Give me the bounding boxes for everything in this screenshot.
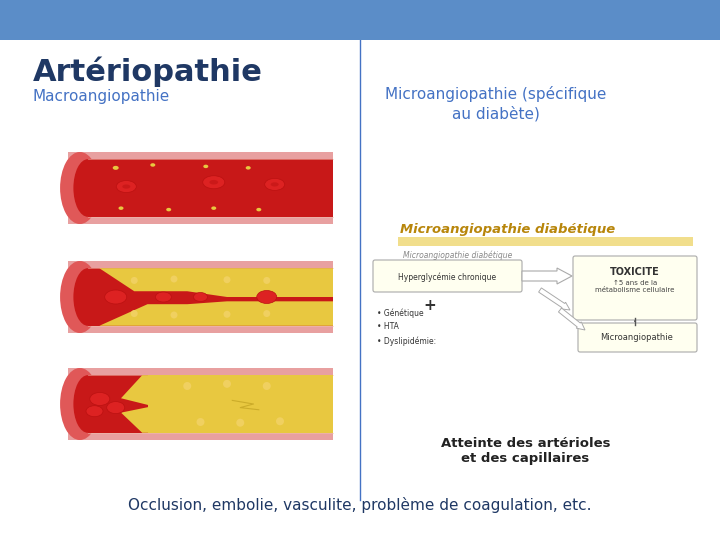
Text: Atteinte des artérioles
et des capillaires: Atteinte des artérioles et des capillair… — [441, 437, 611, 465]
FancyArrow shape — [522, 268, 572, 284]
FancyBboxPatch shape — [573, 256, 697, 320]
Circle shape — [263, 382, 271, 390]
Text: Microangiopathie (spécifique
au diabète): Microangiopathie (spécifique au diabète) — [385, 86, 606, 122]
FancyBboxPatch shape — [373, 260, 522, 292]
Circle shape — [184, 382, 192, 390]
FancyArrow shape — [559, 308, 585, 330]
Bar — [68, 368, 333, 440]
Ellipse shape — [156, 292, 171, 302]
Text: Artériopathie: Artériopathie — [32, 57, 262, 87]
Circle shape — [171, 275, 178, 282]
Ellipse shape — [194, 293, 207, 301]
Ellipse shape — [90, 393, 110, 406]
Circle shape — [171, 312, 178, 319]
Text: TOXICITE: TOXICITE — [610, 267, 660, 277]
Ellipse shape — [119, 206, 124, 210]
Text: Microangiopathie diabétique: Microangiopathie diabétique — [400, 224, 616, 237]
Circle shape — [197, 418, 204, 426]
FancyBboxPatch shape — [578, 323, 697, 352]
Ellipse shape — [210, 180, 218, 185]
Text: • HTA: • HTA — [377, 322, 399, 331]
Circle shape — [236, 418, 244, 427]
Bar — [68, 152, 333, 224]
Text: Microangiopathie diabétique: Microangiopathie diabétique — [403, 250, 513, 260]
Text: Macroangiopathie: Macroangiopathie — [32, 89, 170, 104]
Circle shape — [223, 276, 230, 283]
Text: Occlusion, embolie, vasculite, problème de coagulation, etc.: Occlusion, embolie, vasculite, problème … — [128, 497, 592, 513]
Ellipse shape — [257, 291, 276, 303]
Polygon shape — [88, 268, 333, 297]
Ellipse shape — [86, 406, 103, 417]
Ellipse shape — [246, 166, 251, 170]
Ellipse shape — [60, 261, 99, 333]
Ellipse shape — [203, 165, 208, 168]
Ellipse shape — [104, 290, 127, 304]
Text: Hyperglycémie chronique: Hyperglycémie chronique — [398, 272, 496, 282]
Ellipse shape — [117, 180, 136, 193]
FancyArrow shape — [539, 288, 570, 310]
Polygon shape — [88, 301, 333, 326]
Text: • Génétique: • Génétique — [377, 308, 423, 318]
Ellipse shape — [122, 185, 130, 188]
Ellipse shape — [107, 402, 125, 414]
Text: Microangiopathie: Microangiopathie — [600, 334, 673, 342]
Bar — [88, 375, 333, 433]
Ellipse shape — [203, 176, 225, 189]
Circle shape — [223, 311, 230, 318]
Circle shape — [264, 310, 270, 317]
Ellipse shape — [271, 183, 279, 186]
Ellipse shape — [73, 268, 102, 326]
Bar — [88, 159, 333, 217]
Polygon shape — [121, 375, 333, 433]
Ellipse shape — [256, 208, 261, 211]
Circle shape — [131, 310, 138, 317]
Bar — [398, 237, 693, 246]
Bar — [88, 268, 333, 326]
Bar — [68, 261, 333, 333]
Ellipse shape — [211, 206, 216, 210]
Ellipse shape — [73, 159, 102, 217]
Ellipse shape — [73, 375, 102, 433]
Ellipse shape — [60, 152, 99, 224]
Circle shape — [223, 380, 231, 388]
Bar — [148, 375, 333, 433]
Text: +: + — [423, 298, 436, 313]
Ellipse shape — [150, 163, 156, 167]
Ellipse shape — [166, 208, 171, 211]
Circle shape — [264, 277, 270, 284]
Circle shape — [131, 277, 138, 284]
Ellipse shape — [113, 166, 119, 170]
Ellipse shape — [60, 368, 99, 440]
Circle shape — [276, 417, 284, 426]
Text: • Dyslipidémie:: • Dyslipidémie: — [377, 336, 436, 346]
Ellipse shape — [265, 178, 284, 191]
Bar — [0, 0, 720, 40]
Text: ↑5 ans de la
métabolisme cellulaire: ↑5 ans de la métabolisme cellulaire — [595, 280, 675, 293]
